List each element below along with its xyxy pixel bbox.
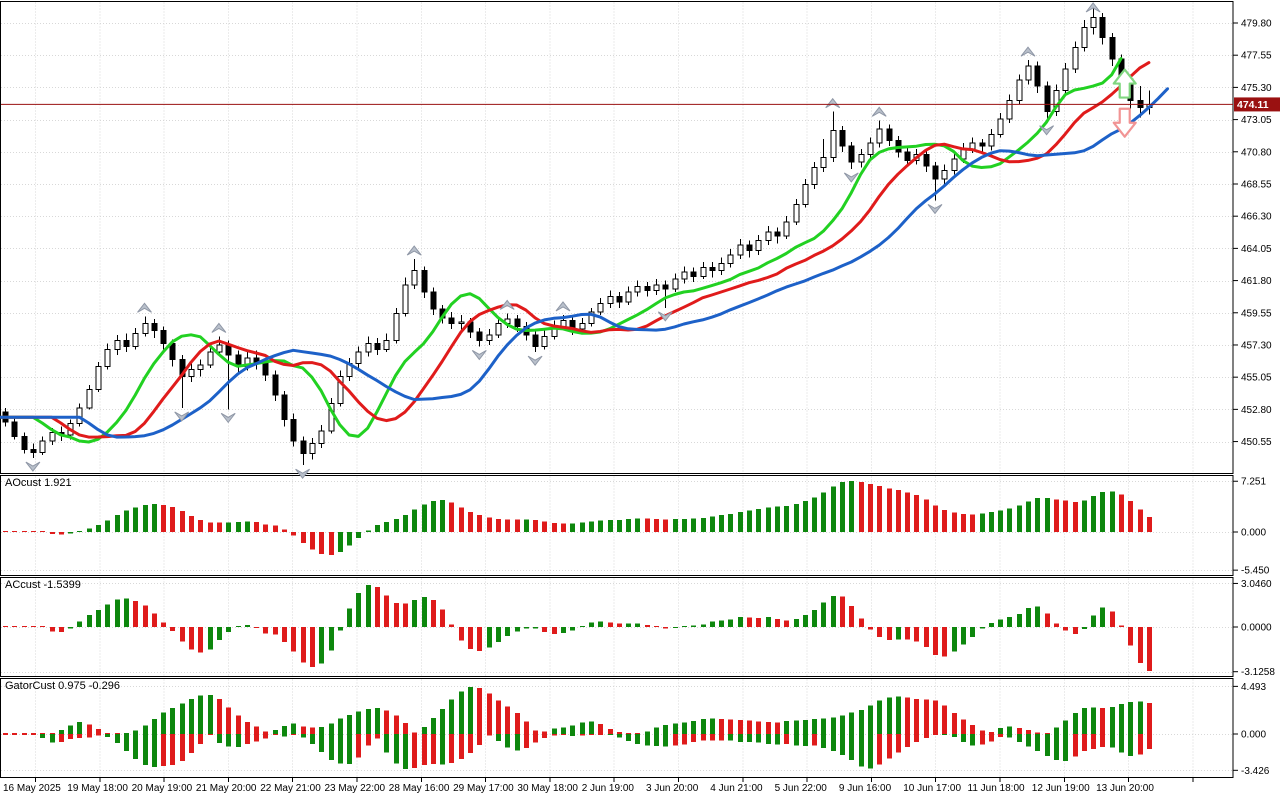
svg-text:3.0460: 3.0460 xyxy=(1241,579,1272,590)
ac-panel-title: ACcust -1.5399 xyxy=(5,579,81,591)
fractal-down-icon xyxy=(843,172,859,183)
alligator-jaw xyxy=(0,87,1169,439)
svg-text:9 Jun 16:00: 9 Jun 16:00 xyxy=(839,783,892,794)
svg-text:450.55: 450.55 xyxy=(1241,437,1272,448)
gator-panel-title: GatorCust 0.975 -0.296 xyxy=(5,680,120,692)
svg-text:452.80: 452.80 xyxy=(1241,405,1272,416)
svg-text:29 May 17:00: 29 May 17:00 xyxy=(453,783,514,794)
svg-text:30 May 18:00: 30 May 18:00 xyxy=(517,783,578,794)
svg-text:12 Jun 19:00: 12 Jun 19:00 xyxy=(1032,783,1090,794)
price-scale[interactable]: 479.80 477.55 475.30 473.05 470.80 468.55 466.… xyxy=(1233,19,1275,777)
svg-text:457.30: 457.30 xyxy=(1241,340,1272,351)
svg-text:459.55: 459.55 xyxy=(1241,308,1272,319)
svg-text:468.55: 468.55 xyxy=(1241,179,1272,190)
svg-text:22 May 21:00: 22 May 21:00 xyxy=(260,783,321,794)
fractal-up-icon xyxy=(1085,2,1101,13)
svg-text:464.05: 464.05 xyxy=(1241,244,1272,255)
svg-text:475.30: 475.30 xyxy=(1241,83,1272,94)
svg-text:10 Jun 17:00: 10 Jun 17:00 xyxy=(903,783,961,794)
svg-text:4 Jun 21:00: 4 Jun 21:00 xyxy=(710,783,763,794)
svg-text:13 Jun 20:00: 13 Jun 20:00 xyxy=(1096,783,1154,794)
svg-text:2 Jun 19:00: 2 Jun 19:00 xyxy=(582,783,635,794)
svg-text:0.000: 0.000 xyxy=(1241,528,1266,539)
ACcust-histogram xyxy=(3,584,1152,671)
fractal-up-icon xyxy=(406,245,422,256)
fractal-down-icon xyxy=(25,461,41,472)
fractal-markers xyxy=(25,2,1101,479)
svg-text:4.493: 4.493 xyxy=(1241,682,1266,693)
fractal-down-icon xyxy=(657,311,673,322)
candlestick-series xyxy=(2,7,1153,466)
fractal-up-icon xyxy=(1020,46,1036,57)
svg-text:28 May 16:00: 28 May 16:00 xyxy=(389,783,450,794)
buy-signal-arrow xyxy=(1112,68,1137,99)
svg-text:461.80: 461.80 xyxy=(1241,276,1272,287)
fractal-down-icon xyxy=(1039,125,1054,136)
fractal-down-icon xyxy=(471,349,487,361)
svg-text:11 Jun 18:00: 11 Jun 18:00 xyxy=(968,783,1026,794)
GatorCust-histogram xyxy=(3,687,1152,769)
svg-text:21 May 20:00: 21 May 20:00 xyxy=(196,783,257,794)
AOcust-histogram xyxy=(3,481,1152,556)
fractal-up-icon xyxy=(499,299,515,310)
fractal-up-icon xyxy=(871,106,887,117)
svg-text:479.80: 479.80 xyxy=(1241,19,1272,30)
svg-text:16 May 2025: 16 May 2025 xyxy=(3,783,61,794)
svg-text:473.05: 473.05 xyxy=(1241,115,1272,126)
svg-text:470.80: 470.80 xyxy=(1241,147,1272,158)
sell-signal-arrow xyxy=(1112,107,1137,138)
svg-text:0.000: 0.000 xyxy=(1241,730,1266,741)
main-chart-panel[interactable] xyxy=(0,1,1234,474)
svg-text:-3.1258: -3.1258 xyxy=(1241,667,1275,678)
current-price-tag xyxy=(1234,97,1280,112)
svg-text:20 May 19:00: 20 May 19:00 xyxy=(132,783,193,794)
svg-text:3 Jun 20:00: 3 Jun 20:00 xyxy=(646,783,699,794)
alligator-teeth xyxy=(0,61,1151,439)
svg-text:-5.450: -5.450 xyxy=(1241,566,1270,577)
fractal-up-icon xyxy=(211,322,227,333)
fractal-up-icon xyxy=(555,301,571,312)
ao-panel-title: AOcust 1.921 xyxy=(5,477,72,489)
fractal-up-icon xyxy=(137,302,152,313)
fractal-up-icon xyxy=(825,97,841,109)
svg-text:466.30: 466.30 xyxy=(1241,212,1272,223)
fractal-down-icon xyxy=(220,412,236,424)
current-price-value: 474.11 xyxy=(1237,99,1269,111)
svg-text:5 Jun 22:00: 5 Jun 22:00 xyxy=(775,783,828,794)
fractal-down-icon xyxy=(174,411,190,422)
svg-text:-3.426: -3.426 xyxy=(1241,766,1270,777)
indicator-panel[interactable] xyxy=(0,678,1234,778)
time-scale[interactable]: 16 May 2025 19 May 18:00 20 May 19:00 21 Ma… xyxy=(3,777,1194,795)
fractal-down-icon xyxy=(295,468,310,479)
svg-text:23 May 22:00: 23 May 22:00 xyxy=(325,783,386,794)
svg-text:7.251: 7.251 xyxy=(1241,477,1266,488)
fractal-down-icon xyxy=(927,204,943,215)
svg-text:477.55: 477.55 xyxy=(1241,51,1272,62)
fractal-down-icon xyxy=(527,355,543,366)
svg-text:0.0000: 0.0000 xyxy=(1241,623,1272,634)
svg-text:455.05: 455.05 xyxy=(1241,373,1272,384)
svg-text:19 May 18:00: 19 May 18:00 xyxy=(67,783,128,794)
